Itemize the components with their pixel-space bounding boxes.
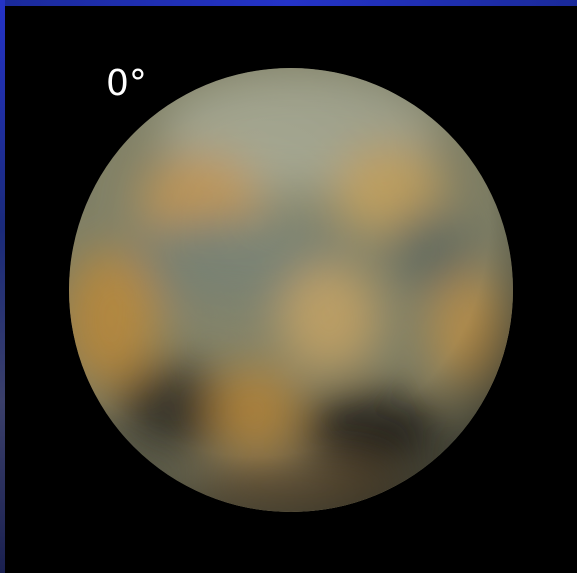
border [0, 0, 5, 573]
border [0, 0, 577, 6]
rotation-label: 0° [106, 63, 147, 104]
